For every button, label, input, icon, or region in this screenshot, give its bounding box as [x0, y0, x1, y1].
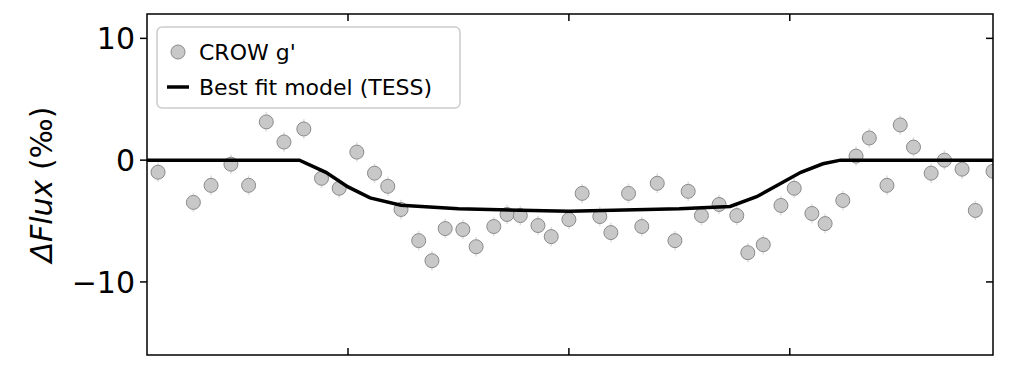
data-point — [955, 162, 969, 176]
data-point — [774, 198, 788, 212]
x-tick — [347, 14, 349, 21]
y-tick-label: −10 — [72, 265, 135, 300]
x-tick — [568, 348, 570, 355]
data-point — [277, 135, 291, 149]
data-point — [297, 122, 311, 136]
data-point — [668, 234, 682, 248]
data-point — [650, 176, 664, 190]
legend-swatch — [171, 45, 185, 59]
data-point — [694, 209, 708, 223]
y-tick-label: 10 — [97, 21, 135, 56]
data-point — [836, 193, 850, 207]
data-point — [562, 213, 576, 227]
y-axis-label: ΔFlux (‰) — [24, 106, 59, 264]
ticks — [140, 14, 993, 355]
data-point — [681, 184, 695, 198]
data-point — [968, 203, 982, 217]
x-tick — [789, 348, 791, 355]
data-point — [730, 209, 744, 223]
y-label-part: (‰) — [24, 106, 59, 179]
chart: −10 0 10 ΔFlux (‰) CROW g' Best fit model (TE… — [0, 0, 1023, 381]
legend-swatch — [167, 85, 189, 89]
data-point — [712, 197, 726, 211]
data-point — [544, 230, 558, 244]
legend-label: CROW g' — [199, 40, 296, 65]
x-tick — [568, 14, 570, 21]
data-point — [604, 226, 618, 240]
data-point — [756, 238, 770, 252]
data-point — [862, 131, 876, 145]
data-point — [350, 145, 364, 159]
data-point — [805, 206, 819, 220]
data-point — [456, 223, 470, 237]
data-point — [924, 166, 938, 180]
y-tick — [986, 159, 993, 161]
data-point — [622, 186, 636, 200]
y-tick — [140, 38, 147, 40]
data-point — [438, 222, 452, 236]
data-point — [381, 179, 395, 193]
data-point — [259, 115, 273, 129]
y-tick-label: 0 — [116, 143, 135, 178]
data-point — [893, 118, 907, 132]
legend-box — [157, 27, 460, 108]
data-point — [151, 165, 165, 179]
data-point — [986, 164, 993, 178]
data-point — [242, 178, 256, 192]
legend-label: Best fit model (TESS) — [199, 75, 432, 100]
model-line — [147, 160, 993, 211]
data-point — [368, 166, 382, 180]
data-point — [531, 219, 545, 233]
data-point — [412, 234, 426, 248]
scatter-series — [151, 112, 993, 270]
data-point — [487, 220, 501, 234]
legend: CROW g' Best fit model (TESS) — [157, 27, 460, 108]
data-point — [880, 178, 894, 192]
data-point — [186, 195, 200, 209]
data-point — [204, 178, 218, 192]
data-point — [469, 240, 483, 254]
y-tick — [986, 38, 993, 40]
x-tick — [347, 348, 349, 355]
y-tick — [986, 281, 993, 283]
data-point — [787, 181, 801, 195]
y-label-part: ΔFlux — [24, 179, 59, 264]
y-tick — [140, 281, 147, 283]
x-tick — [789, 14, 791, 21]
plot-frame — [147, 14, 993, 355]
data-point — [575, 186, 589, 200]
data-point — [425, 254, 439, 268]
data-point — [635, 220, 649, 234]
data-point — [906, 140, 920, 154]
plot-marks — [147, 112, 993, 270]
data-point — [818, 217, 832, 231]
data-point — [741, 246, 755, 260]
y-tick — [140, 159, 147, 161]
